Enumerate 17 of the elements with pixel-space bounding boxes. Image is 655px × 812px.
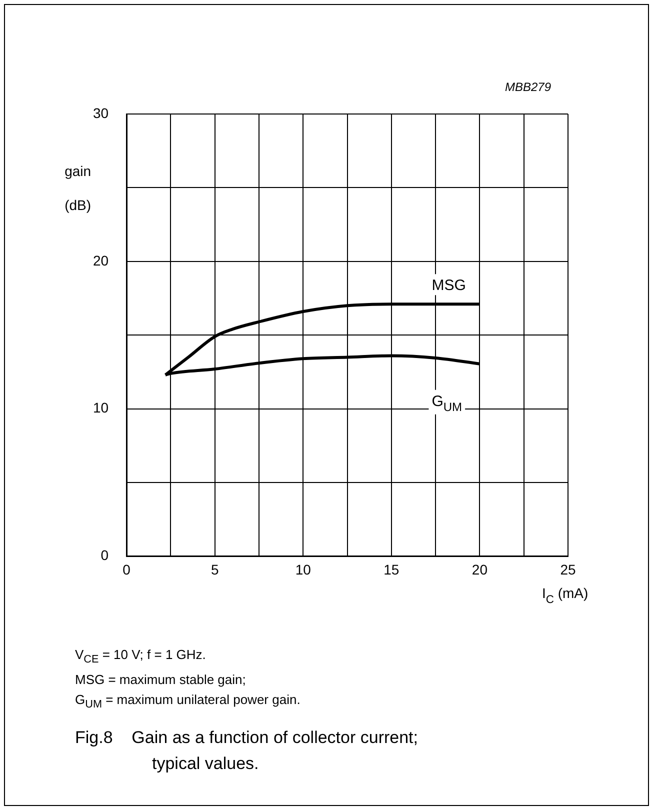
text: MBB279 xyxy=(504,80,551,94)
text: MSG = maximum stable gain; xyxy=(75,670,247,689)
text: Fig.8 Gain as a function of collector current; typical values. xyxy=(75,727,419,775)
x-tick-label: 10 xyxy=(295,561,312,578)
x-tick-label: 25 xyxy=(560,561,576,578)
y-tick-label: 30 xyxy=(92,104,109,121)
text: V$_{CE}$ = 10 V; f = 1 GHz. xyxy=(75,646,207,668)
y-tick-label: 10 xyxy=(92,400,109,416)
text: G$_{UM}$ = maximum unilateral power gain. xyxy=(75,690,300,712)
x-tick-label: 0 xyxy=(122,561,131,578)
x-tick-label: 15 xyxy=(384,561,400,578)
series-label: MSG xyxy=(432,277,466,294)
y-tick-label: 0 xyxy=(100,547,109,564)
x-tick-label: 20 xyxy=(472,561,488,578)
y-tick-label: 20 xyxy=(92,252,109,268)
text: gain (dB) xyxy=(64,163,92,213)
x-tick-label: 5 xyxy=(210,561,219,578)
